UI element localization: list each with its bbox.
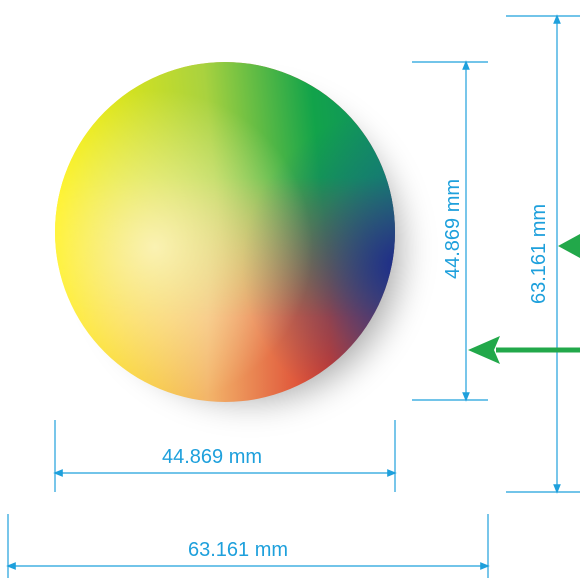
dimension-lines xyxy=(6,14,580,578)
color-sphere xyxy=(55,62,395,402)
outer-height-label: 63.161 mm xyxy=(528,203,550,305)
inner-height-label: 44.869 mm xyxy=(442,178,464,280)
inner-width-label: 44.869 mm xyxy=(162,446,263,468)
outer-width-label: 63.161 mm xyxy=(188,539,289,561)
arrow-left-icon xyxy=(558,234,580,258)
green-arrows xyxy=(468,234,580,364)
arrow-left-icon xyxy=(468,336,580,364)
